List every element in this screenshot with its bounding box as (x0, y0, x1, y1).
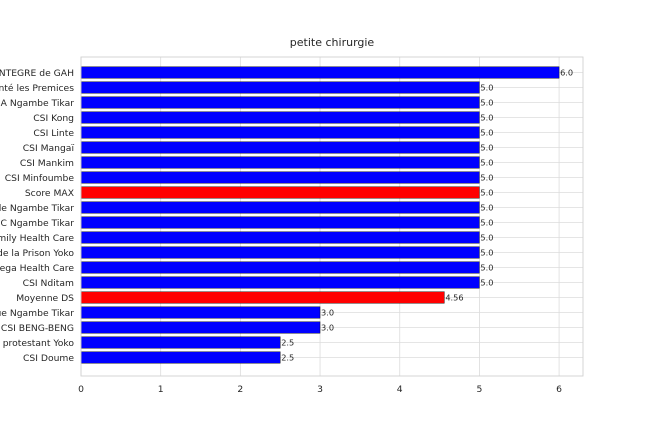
bar (81, 172, 479, 184)
bar (81, 112, 479, 124)
category-label: Infirmerie de la Prison Yoko (0, 248, 74, 259)
bar-value-label: 4.56 (445, 293, 463, 303)
bar-value-label: 5.0 (480, 233, 493, 243)
bar (81, 82, 479, 94)
bar-value-label: 5.0 (480, 83, 493, 93)
category-label: Score MAX (25, 188, 74, 199)
bar (81, 277, 479, 289)
category-label: CSI protestant Yoko (0, 338, 74, 349)
category-label: CSI Minfoumbe (5, 173, 75, 184)
bar (81, 217, 479, 229)
bar (81, 352, 280, 364)
bar (81, 157, 479, 169)
category-label: Omega Health Care (0, 263, 74, 274)
bar-value-label: 5.0 (480, 278, 493, 288)
category-label: CSI Doume (23, 353, 74, 364)
bar-value-label: 5.0 (480, 248, 493, 258)
bar (81, 262, 479, 274)
bar-value-label: 5.0 (480, 203, 493, 213)
category-label: CMA Ngambe Tikar (0, 98, 74, 109)
category-label: CSI Nditam (23, 278, 74, 289)
bar-value-label: 5.0 (480, 128, 493, 138)
bar (81, 67, 559, 79)
x-tick-label: 4 (397, 384, 403, 395)
bar-value-label: 5.0 (480, 98, 493, 108)
category-label: CSI Catholique Ngambe Tikar (0, 308, 74, 319)
bar (81, 202, 479, 214)
bar-value-label: 5.0 (480, 158, 493, 168)
bar (81, 142, 479, 154)
bar-value-label: 3.0 (321, 323, 334, 333)
category-label: CSI BENG-BENG (1, 323, 74, 334)
category-label: Centre de Santé les Premices (0, 83, 74, 94)
category-label: CSC Ngambe Tikar (0, 218, 74, 229)
bar-value-label: 3.0 (321, 308, 334, 318)
bar-value-label: 5.0 (480, 218, 493, 228)
x-tick-label: 0 (78, 384, 84, 395)
bar-value-label: 2.5 (281, 338, 294, 348)
x-tick-label: 5 (476, 384, 482, 395)
category-label: Family Health Care (0, 233, 74, 244)
category-label: CSI Mankim (20, 158, 74, 169)
category-label: CSI Mangaï (23, 143, 75, 154)
bar-value-label: 5.0 (480, 113, 493, 123)
bar (81, 292, 444, 304)
bar-value-label: 5.0 (480, 263, 493, 273)
bar (81, 247, 479, 259)
bar-value-label: 5.0 (480, 143, 493, 153)
category-label: Moyenne DS (16, 293, 74, 304)
bar-value-label: 5.0 (480, 173, 493, 183)
x-tick-label: 2 (237, 384, 243, 395)
bar (81, 307, 320, 319)
bar (81, 322, 320, 334)
category-label: CSI Linte (33, 128, 74, 139)
x-tick-label: 1 (158, 384, 164, 395)
bar (81, 97, 479, 109)
category-label: CSI Kong (33, 113, 74, 124)
x-tick-label: 6 (556, 384, 562, 395)
bar (81, 127, 479, 139)
chart-title: petite chirurgie (290, 36, 375, 49)
x-tick-label: 3 (317, 384, 323, 395)
bar (81, 232, 479, 244)
bar-value-label: 5.0 (480, 188, 493, 198)
category-label: CSI INTEGRE de GAH (0, 68, 74, 79)
category-label: CSI de Ngambe Tikar (0, 203, 74, 214)
bar-value-label: 2.5 (281, 353, 294, 363)
bar (81, 187, 479, 199)
bar-value-label: 6.0 (560, 68, 573, 78)
bar (81, 337, 280, 349)
